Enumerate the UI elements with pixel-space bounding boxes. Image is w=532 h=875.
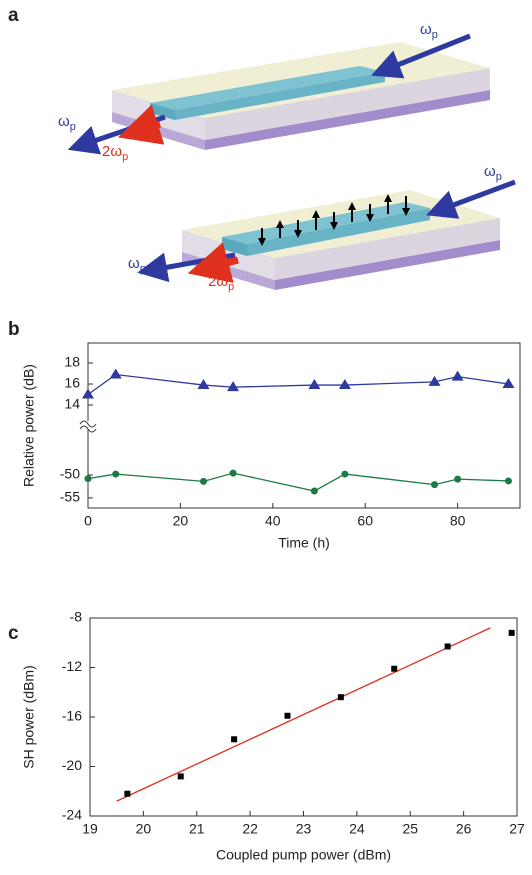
marker bbox=[200, 477, 208, 485]
axis-break bbox=[79, 420, 97, 433]
device-1 bbox=[67, 33, 490, 155]
marker bbox=[504, 477, 512, 485]
device-2 bbox=[137, 179, 516, 290]
x-tick-label: 80 bbox=[450, 513, 466, 529]
label-sub: p bbox=[228, 281, 234, 293]
plot-frame bbox=[87, 342, 521, 509]
y-tick-label: -12 bbox=[62, 658, 82, 674]
panel-label: b bbox=[8, 319, 20, 340]
y-tick-label: -8 bbox=[70, 609, 83, 625]
point bbox=[391, 665, 398, 672]
marker bbox=[229, 469, 237, 477]
x-tick-label: 40 bbox=[265, 513, 281, 529]
marker bbox=[502, 378, 515, 388]
x-tick-label: 22 bbox=[242, 821, 258, 837]
marker bbox=[308, 379, 321, 390]
diagram-label: ωp bbox=[420, 21, 438, 41]
label-sub: p bbox=[70, 121, 76, 133]
label-main: 2ω bbox=[208, 273, 228, 290]
x-tick-label: 25 bbox=[402, 821, 418, 837]
y-tick-label: -20 bbox=[62, 757, 82, 773]
diagram-label: ωp bbox=[128, 255, 146, 275]
marker bbox=[227, 381, 240, 392]
y-tick-label: 16 bbox=[64, 375, 80, 391]
diagram-label: ωp bbox=[58, 113, 76, 133]
marker bbox=[431, 481, 439, 489]
x-tick-label: 19 bbox=[82, 821, 98, 837]
point bbox=[284, 712, 291, 719]
x-axis-label: Time (h) bbox=[278, 535, 330, 551]
y-tick-label: -24 bbox=[62, 807, 82, 823]
label-main: ω bbox=[58, 113, 70, 130]
point bbox=[337, 694, 344, 701]
marker bbox=[112, 470, 120, 478]
label-sub: p bbox=[496, 171, 502, 183]
diagram-label: 2ωp bbox=[208, 273, 234, 293]
marker bbox=[84, 475, 92, 483]
marker bbox=[197, 379, 210, 390]
x-axis-label: Coupled pump power (dBm) bbox=[216, 847, 391, 863]
point bbox=[231, 736, 238, 743]
label-sub: p bbox=[122, 151, 128, 163]
point bbox=[177, 773, 184, 780]
marker bbox=[338, 379, 351, 390]
series-line bbox=[87, 373, 509, 396]
x-tick-label: 21 bbox=[189, 821, 205, 837]
label-main: 2ω bbox=[102, 143, 122, 160]
y-axis-label: Relative power (dB) bbox=[21, 364, 37, 487]
panel-label: c bbox=[8, 623, 19, 644]
marker bbox=[451, 370, 464, 381]
x-tick-label: 0 bbox=[84, 513, 92, 529]
label-sub: p bbox=[140, 263, 146, 275]
fit-line bbox=[116, 627, 491, 802]
marker bbox=[82, 388, 94, 399]
diagram-label: ωp bbox=[484, 163, 502, 183]
marker bbox=[428, 375, 441, 386]
x-tick-label: 20 bbox=[173, 513, 189, 529]
label-main: ω bbox=[484, 163, 496, 180]
y-tick-label: -50 bbox=[60, 466, 80, 482]
y-tick-label: 18 bbox=[64, 354, 80, 370]
marker bbox=[341, 470, 349, 478]
label-main: ω bbox=[128, 255, 140, 272]
plot-frame bbox=[89, 617, 518, 817]
panel-label: a bbox=[8, 5, 19, 26]
x-tick-label: 27 bbox=[509, 821, 525, 837]
point bbox=[124, 790, 131, 797]
y-tick-label: -55 bbox=[60, 489, 80, 505]
x-tick-label: 20 bbox=[136, 821, 152, 837]
y-tick-label: -16 bbox=[62, 708, 82, 724]
x-tick-label: 60 bbox=[357, 513, 373, 529]
marker bbox=[310, 487, 318, 495]
marker bbox=[454, 475, 462, 483]
axis-break-gap bbox=[84, 421, 92, 429]
y-tick-label: 14 bbox=[64, 396, 80, 412]
x-tick-label: 23 bbox=[296, 821, 312, 837]
point bbox=[444, 643, 451, 650]
series-line bbox=[87, 472, 509, 492]
label-sub: p bbox=[432, 29, 438, 41]
diagram-label: 2ωp bbox=[102, 143, 128, 163]
y-axis-label: SH power (dBm) bbox=[21, 665, 37, 768]
point bbox=[508, 629, 515, 636]
x-tick-label: 24 bbox=[349, 821, 365, 837]
marker bbox=[109, 368, 122, 379]
label-main: ω bbox=[420, 21, 432, 38]
x-tick-label: 26 bbox=[456, 821, 472, 837]
